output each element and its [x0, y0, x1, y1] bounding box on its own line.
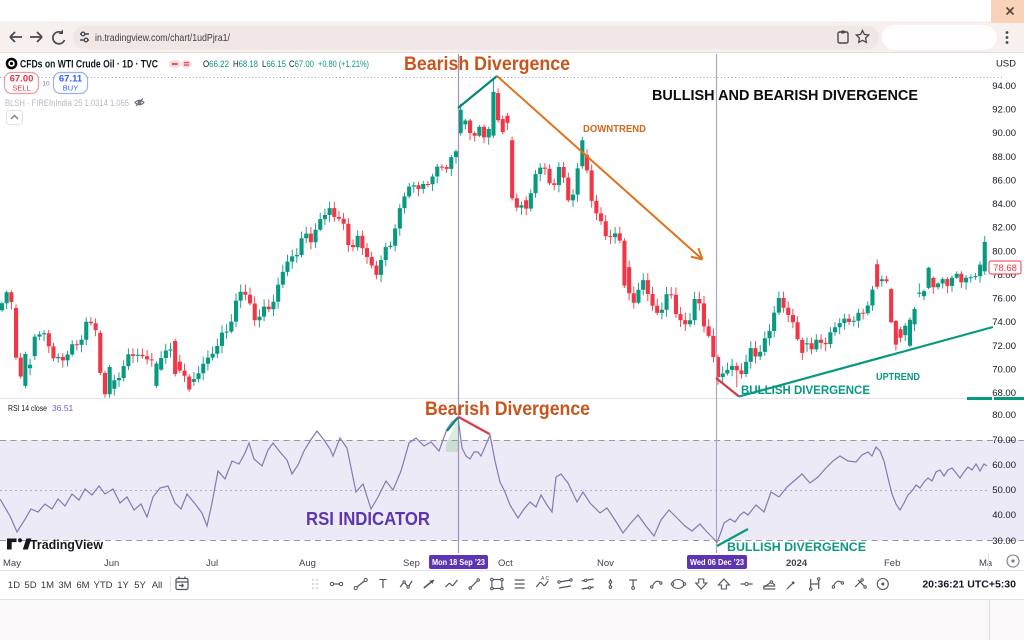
- svg-text:3M: 3M: [58, 580, 71, 591]
- svg-text:YTD: YTD: [94, 580, 113, 591]
- svg-text:RSI INDICATOR: RSI INDICATOR: [306, 509, 430, 529]
- svg-text:BULLISH AND BEARISH DIVERGENCE: BULLISH AND BEARISH DIVERGENCE: [652, 88, 918, 104]
- svg-text:30.00: 30.00: [992, 536, 1016, 547]
- svg-text:1Y: 1Y: [117, 580, 129, 591]
- svg-text:Oct: Oct: [498, 558, 513, 569]
- svg-text:2024: 2024: [786, 558, 808, 569]
- svg-text:67.00: 67.00: [10, 74, 34, 85]
- svg-text:Ma: Ma: [979, 558, 993, 569]
- svg-text:UPTREND: UPTREND: [876, 371, 920, 383]
- svg-text:Wed 06 Dec ’23: Wed 06 Dec ’23: [690, 557, 744, 567]
- svg-text:78.00: 78.00: [992, 270, 1016, 281]
- svg-text:78.68: 78.68: [993, 263, 1017, 274]
- svg-text:5D: 5D: [24, 580, 36, 591]
- svg-text:94.00: 94.00: [992, 81, 1016, 92]
- svg-text:Bearish Divergence: Bearish Divergence: [425, 399, 590, 420]
- svg-text:88.00: 88.00: [992, 152, 1016, 163]
- svg-text:86.00: 86.00: [992, 176, 1016, 187]
- svg-text:SELL: SELL: [12, 84, 30, 93]
- svg-text:72.00: 72.00: [992, 341, 1016, 352]
- svg-text:80.00: 80.00: [992, 410, 1016, 421]
- svg-text:DOWNTREND: DOWNTREND: [583, 123, 646, 135]
- svg-text:76.00: 76.00: [992, 294, 1016, 305]
- svg-text:USD: USD: [996, 59, 1016, 70]
- svg-text:5Y: 5Y: [134, 580, 146, 591]
- svg-text:Jul: Jul: [206, 558, 218, 569]
- svg-text:BLSH · FIREInIndia 25 1.0314 1: BLSH · FIREInIndia 25 1.0314 1.065: [5, 98, 129, 109]
- svg-text:70.00: 70.00: [992, 435, 1016, 446]
- svg-text:Mon 18 Sep ’23: Mon 18 Sep ’23: [432, 557, 485, 567]
- svg-text:70.00: 70.00: [992, 364, 1016, 375]
- svg-text:C67.00: C67.00: [289, 59, 314, 69]
- svg-text:Feb: Feb: [884, 558, 900, 569]
- svg-text:Bearish Divergence: Bearish Divergence: [404, 54, 570, 75]
- svg-text:40.00: 40.00: [992, 510, 1016, 521]
- svg-text:90.00: 90.00: [992, 128, 1016, 139]
- svg-text:TradingView: TradingView: [30, 538, 103, 552]
- svg-text:10: 10: [42, 81, 50, 88]
- svg-text:60.00: 60.00: [992, 460, 1016, 471]
- svg-text:6M: 6M: [76, 580, 89, 591]
- svg-text:20:36:21 UTC+5:30: 20:36:21 UTC+5:30: [922, 579, 1016, 591]
- svg-text:67.11: 67.11: [59, 74, 83, 85]
- svg-text:+0.80 (+1.21%): +0.80 (+1.21%): [318, 59, 369, 69]
- svg-text:84.00: 84.00: [992, 199, 1016, 210]
- svg-text:May: May: [3, 558, 21, 569]
- svg-text:O66.22: O66.22: [203, 59, 229, 69]
- svg-text:Sep: Sep: [403, 558, 420, 569]
- svg-text:in.tradingview.com/chart/1udPj: in.tradingview.com/chart/1udPjra1/: [95, 32, 230, 44]
- svg-text:74.00: 74.00: [992, 317, 1016, 328]
- svg-text:92.00: 92.00: [992, 105, 1016, 116]
- svg-text:1M: 1M: [41, 580, 54, 591]
- svg-text:H68.18: H68.18: [233, 59, 258, 69]
- svg-text:Aug: Aug: [299, 558, 316, 569]
- svg-text:68.00: 68.00: [992, 388, 1016, 399]
- svg-text:36.51: 36.51: [52, 403, 74, 413]
- svg-text:50.00: 50.00: [992, 485, 1016, 496]
- svg-text:80.00: 80.00: [992, 246, 1016, 257]
- svg-text:BULLISH DIVERGENCE: BULLISH DIVERGENCE: [741, 383, 870, 397]
- svg-text:All: All: [152, 580, 163, 591]
- svg-text:82.00: 82.00: [992, 223, 1016, 234]
- svg-text:1D: 1D: [8, 580, 20, 591]
- svg-text:T: T: [379, 576, 387, 591]
- svg-text:RSI 14 close: RSI 14 close: [8, 403, 47, 413]
- svg-text:Jun: Jun: [104, 558, 119, 569]
- svg-text:L66.15: L66.15: [262, 59, 286, 69]
- svg-text:BUY: BUY: [63, 84, 78, 93]
- svg-text:BULLISH DIVERGENCE: BULLISH DIVERGENCE: [727, 540, 866, 554]
- svg-text:A C: A C: [541, 576, 549, 582]
- svg-text:CFDs on WTI Crude Oil · 1D · T: CFDs on WTI Crude Oil · 1D · TVC: [20, 59, 158, 71]
- svg-text:Nov: Nov: [597, 558, 614, 569]
